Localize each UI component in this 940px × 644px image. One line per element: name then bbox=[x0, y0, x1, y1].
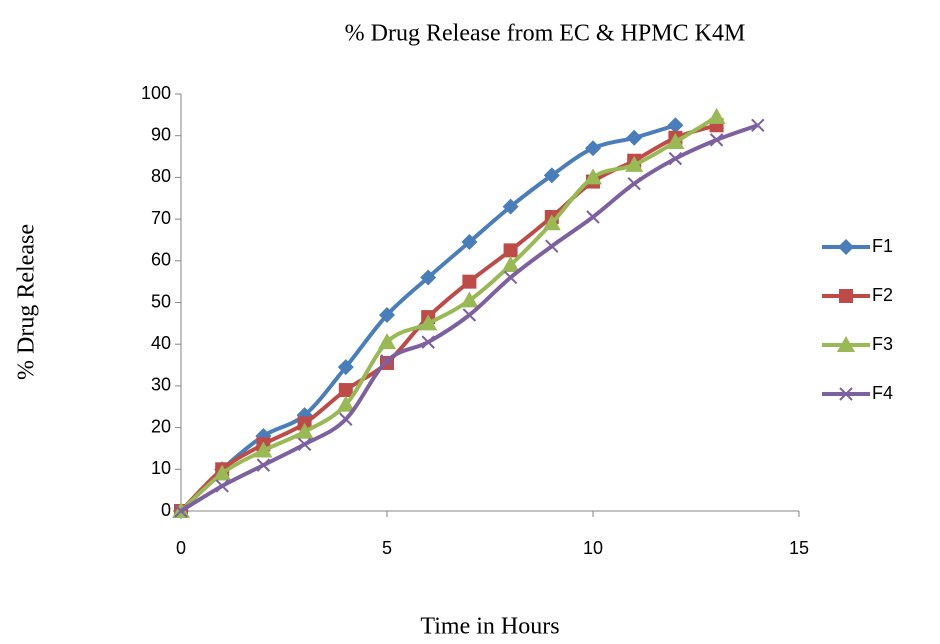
legend-label: F2 bbox=[872, 285, 893, 305]
x-tick-label: 15 bbox=[789, 538, 809, 558]
y-tick-label: 90 bbox=[151, 124, 171, 144]
marker bbox=[751, 118, 765, 132]
marker bbox=[502, 198, 519, 215]
x-axis-label: Time in Hours bbox=[420, 614, 559, 640]
marker bbox=[627, 176, 641, 191]
marker bbox=[337, 359, 354, 376]
marker bbox=[421, 335, 435, 349]
marker bbox=[460, 291, 479, 308]
marker bbox=[626, 129, 643, 146]
legend-label: F4 bbox=[872, 383, 893, 403]
marker bbox=[462, 308, 477, 322]
marker bbox=[461, 234, 478, 251]
legend-marker bbox=[838, 239, 854, 255]
marker bbox=[707, 107, 726, 124]
marker bbox=[709, 133, 724, 147]
marker bbox=[419, 314, 438, 331]
marker bbox=[297, 437, 312, 451]
y-tick-label: 70 bbox=[151, 208, 171, 228]
marker bbox=[336, 395, 355, 412]
marker bbox=[543, 167, 560, 184]
x-tick-label: 5 bbox=[382, 538, 392, 558]
marker bbox=[378, 333, 396, 350]
marker bbox=[379, 307, 395, 324]
y-tick-label: 10 bbox=[151, 458, 171, 478]
marker bbox=[667, 117, 684, 134]
x-tick-label: 0 bbox=[176, 538, 186, 558]
y-tick-label: 50 bbox=[151, 291, 171, 311]
marker bbox=[215, 479, 229, 493]
marker bbox=[668, 151, 683, 166]
marker bbox=[625, 155, 644, 172]
legend-marker bbox=[837, 336, 855, 352]
y-tick-label: 0 bbox=[161, 500, 171, 520]
marker bbox=[338, 383, 353, 398]
y-tick-label: 100 bbox=[141, 83, 171, 103]
marker bbox=[380, 354, 394, 368]
y-tick-label: 30 bbox=[151, 375, 171, 395]
x-tick-label: 10 bbox=[583, 538, 603, 558]
marker bbox=[666, 132, 685, 149]
marker bbox=[503, 243, 518, 258]
marker bbox=[420, 269, 437, 286]
chart-title: % Drug Release from EC & HPMC K4M bbox=[345, 21, 746, 47]
marker bbox=[584, 168, 602, 185]
y-axis-label: % Drug Release bbox=[14, 224, 40, 380]
marker bbox=[295, 422, 314, 439]
marker bbox=[585, 140, 601, 157]
y-tick-label: 80 bbox=[151, 166, 171, 186]
legend-marker bbox=[839, 289, 853, 303]
marker bbox=[213, 464, 232, 481]
marker bbox=[542, 214, 561, 231]
legend-marker bbox=[839, 387, 853, 401]
y-tick-label: 40 bbox=[151, 333, 171, 353]
marker bbox=[339, 412, 353, 426]
marker bbox=[462, 274, 477, 289]
y-tick-label: 20 bbox=[151, 416, 171, 436]
y-tick-label: 60 bbox=[151, 250, 171, 270]
marker bbox=[501, 255, 520, 272]
marker bbox=[545, 239, 559, 253]
legend-label: F3 bbox=[872, 334, 893, 354]
marker bbox=[174, 504, 188, 518]
marker bbox=[586, 210, 600, 224]
legend-label: F1 bbox=[872, 236, 893, 256]
marker bbox=[254, 441, 273, 458]
marker bbox=[256, 458, 271, 472]
marker bbox=[503, 270, 518, 285]
